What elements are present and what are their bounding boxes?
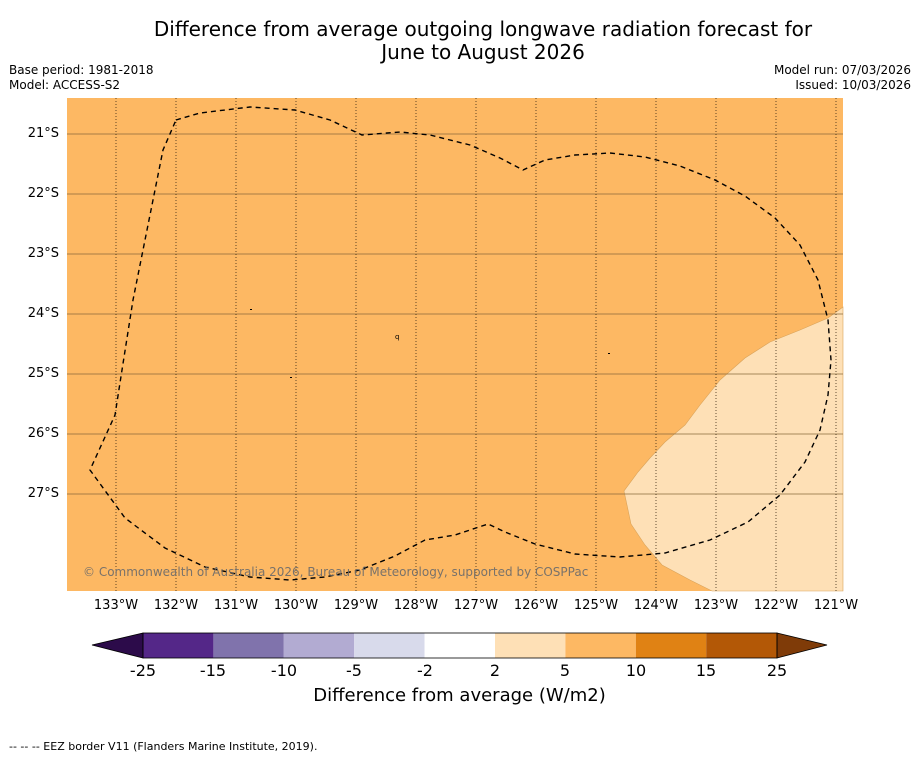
lon-label-122w: 122°W [753,598,799,613]
colorbar-segment [565,633,636,658]
lat-label-22s: 22°S [27,186,59,201]
eez-border [89,106,832,581]
colorbar-segment [706,633,777,658]
meta-right: Model run: 07/03/2026 Issued: 10/03/2026 [774,63,911,93]
colorbar-tick: -25 [129,661,157,680]
colorbar-segment [213,633,284,658]
colorbar-tick: 15 [695,661,717,680]
model-name: Model: ACCESS-S2 [9,78,121,92]
colorbar-segment [495,633,566,658]
issued-date: Issued: 10/03/2026 [795,78,911,92]
colorbar-tick: -10 [270,661,298,680]
lat-label-26s: 26°S [27,426,59,441]
colorbar-tick: 5 [559,661,571,680]
colorbar-segment [143,633,214,658]
colorbar-segment [635,633,707,658]
colorbar-extend-max [777,633,827,658]
lon-label-129w: 129°W [333,598,379,613]
chart-title: Difference from average outgoing longwav… [0,18,919,64]
lon-label-126w: 126°W [513,598,559,613]
colorbar-tick: -5 [346,661,362,680]
lon-label-132w: 132°W [153,598,199,613]
colorbar-tick: -2 [417,661,433,680]
colorbar-extend-min [92,633,143,658]
lon-label-130w: 130°W [273,598,319,613]
colorbar-extend-max-outline [776,632,828,659]
lat-label-23s: 23°S [27,246,59,261]
colorbar-tick: 25 [766,661,788,680]
lat-label-21s: 21°S [27,126,59,141]
colorbar-tick: 2 [489,661,501,680]
colorbar [91,632,828,659]
island [290,377,292,378]
title-line-2: June to August 2026 [381,40,585,64]
island [608,353,610,354]
lon-label-127w: 127°W [453,598,499,613]
colorbar-label: Difference from average (W/m2) [313,685,606,706]
lat-label-24s: 24°S [27,306,59,321]
lon-label-123w: 123°W [693,598,739,613]
colorbar-tick: -15 [199,661,227,680]
meta-left: Base period: 1981-2018 Model: ACCESS-S2 [9,63,154,93]
colorbar-extend-min-outline [91,632,144,659]
copyright-credit: © Commonwealth of Australia 2026, Bureau… [83,565,589,579]
lon-gridlines [115,98,837,591]
anomaly-region-2-5 [623,306,844,592]
title-line-1: Difference from average outgoing longwav… [153,17,813,41]
colorbar-tick: 10 [625,661,647,680]
lon-label-121w: 121°W [813,598,859,613]
lon-label-131w: 131°W [213,598,259,613]
base-period: Base period: 1981-2018 [9,63,154,77]
lon-label-133w: 133°W [93,598,139,613]
eez-legend-note: -- -- -- EEZ border V11 (Flanders Marine… [9,740,318,753]
island [250,309,252,310]
lon-label-124w: 124°W [633,598,679,613]
lat-label-25s: 25°S [27,366,59,381]
colorbar-segment [424,633,495,658]
colorbar-segment [354,633,425,658]
lon-label-125w: 125°W [573,598,619,613]
model-run: Model run: 07/03/2026 [773,63,911,77]
island-mark: q [395,333,399,341]
colorbar-segment [283,633,355,658]
lon-label-128w: 128°W [393,598,439,613]
lat-gridlines [67,133,843,495]
lat-label-27s: 27°S [27,486,59,501]
